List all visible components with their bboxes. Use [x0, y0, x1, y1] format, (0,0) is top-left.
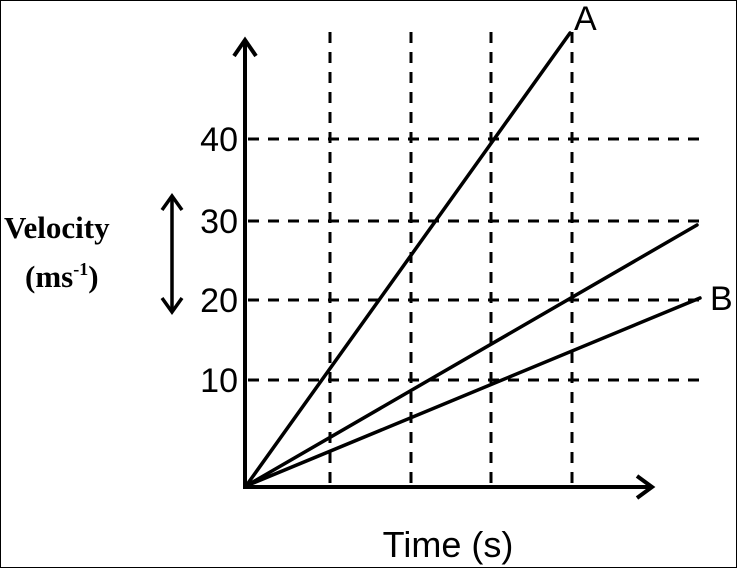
vertical-gridlines: [328, 32, 574, 486]
y-axis-unit-superscript: -1: [73, 259, 88, 279]
series-label-a: A: [574, 0, 597, 38]
y-tick-label: 40: [200, 121, 238, 159]
y-axis-arrow-icon: [232, 36, 258, 58]
horizontal-gridlines: [248, 137, 700, 382]
series-lines: [244, 31, 702, 488]
x-axis-label: Time (s): [383, 524, 514, 565]
x-axis-arrow-icon: [635, 474, 656, 500]
axes: [232, 36, 656, 500]
series-line-a: [244, 31, 572, 488]
y-tick-label: 10: [200, 362, 238, 400]
y-tick-label: 30: [200, 203, 238, 241]
y-tick-label: 20: [200, 282, 238, 320]
series-label-b: B: [710, 280, 733, 318]
y-axis-label: Velocity: [4, 210, 110, 245]
y-axis-unit: (ms-1): [25, 259, 99, 294]
y-axis-unit-close: ): [88, 259, 98, 294]
series-line-middle: [244, 223, 699, 488]
double-arrow-icon: [160, 192, 184, 316]
series-line-b: [244, 296, 702, 488]
y-axis-unit-open: (ms: [25, 259, 73, 294]
